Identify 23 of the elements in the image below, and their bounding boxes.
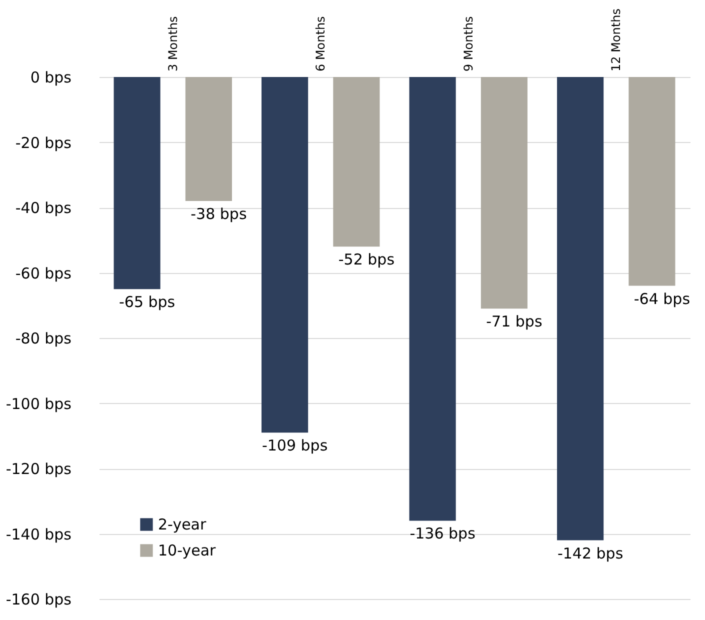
y-tick-label: -160 bps [6, 590, 72, 608]
x-tick-label: 6 Months [314, 16, 328, 72]
y-tick-label: -100 bps [6, 394, 72, 413]
data-label: -52 bps [338, 250, 395, 269]
data-label: -136 bps [410, 524, 476, 543]
legend-label: 2-year [158, 516, 207, 534]
y-tick-label: -120 bps [6, 460, 72, 478]
data-label: -38 bps [190, 204, 247, 223]
y-tick-label: 0 bps [30, 68, 72, 86]
x-tick-label: 3 Months [166, 16, 180, 72]
y-tick-label: -80 bps [15, 330, 72, 348]
y-tick-label: -60 bps [15, 264, 72, 282]
legend-label: 10-year [158, 542, 217, 560]
data-label: -109 bps [262, 436, 328, 455]
x-tick-label: 9 Months [461, 16, 476, 72]
data-label: -64 bps [634, 290, 690, 308]
data-label: -65 bps [118, 293, 176, 312]
y-tick-label: -140 bps [6, 525, 72, 544]
data-label: -142 bps [557, 544, 624, 562]
y-tick-label: -20 bps [15, 134, 72, 152]
data-label: -71 bps [486, 312, 542, 331]
x-tick-label: 12 Months [609, 8, 624, 72]
y-tick-label: -40 bps [15, 199, 72, 217]
